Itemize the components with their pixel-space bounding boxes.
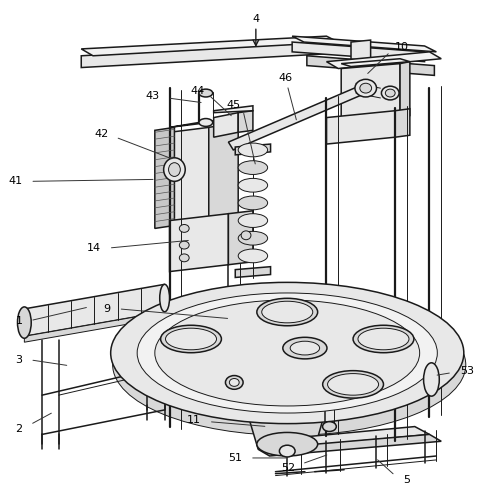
Polygon shape (24, 312, 164, 342)
Text: 43: 43 (146, 91, 160, 101)
Polygon shape (209, 122, 238, 220)
Ellipse shape (355, 80, 377, 97)
Ellipse shape (169, 162, 180, 176)
Polygon shape (258, 434, 441, 456)
Ellipse shape (229, 378, 239, 386)
Polygon shape (326, 366, 436, 412)
Ellipse shape (238, 249, 268, 263)
Ellipse shape (161, 326, 221, 352)
Polygon shape (326, 110, 395, 144)
Ellipse shape (238, 232, 268, 245)
Ellipse shape (155, 300, 420, 406)
Ellipse shape (199, 89, 213, 97)
Ellipse shape (262, 301, 313, 323)
Ellipse shape (241, 231, 251, 239)
Ellipse shape (179, 254, 189, 262)
Ellipse shape (381, 86, 399, 100)
Polygon shape (228, 211, 253, 264)
Ellipse shape (238, 143, 268, 157)
Polygon shape (235, 266, 271, 278)
Ellipse shape (257, 298, 318, 326)
Ellipse shape (280, 445, 295, 457)
Ellipse shape (163, 158, 185, 182)
Text: 46: 46 (278, 74, 293, 84)
Ellipse shape (290, 341, 320, 355)
Text: 4: 4 (252, 14, 260, 24)
Ellipse shape (238, 160, 268, 174)
Ellipse shape (424, 363, 439, 396)
Polygon shape (307, 56, 435, 76)
Text: 41: 41 (8, 176, 22, 186)
Ellipse shape (238, 214, 268, 228)
Text: 10: 10 (395, 42, 409, 52)
Polygon shape (258, 426, 429, 449)
Ellipse shape (179, 224, 189, 232)
Polygon shape (24, 284, 164, 337)
Polygon shape (238, 372, 337, 448)
Ellipse shape (257, 432, 318, 456)
Polygon shape (341, 64, 400, 122)
Text: 11: 11 (187, 414, 201, 424)
Polygon shape (400, 62, 410, 118)
Polygon shape (228, 83, 370, 150)
Text: 42: 42 (95, 130, 109, 140)
Text: 44: 44 (191, 86, 205, 96)
Polygon shape (292, 36, 436, 52)
Ellipse shape (283, 338, 327, 359)
Ellipse shape (385, 89, 395, 97)
Ellipse shape (199, 118, 213, 126)
Text: 45: 45 (226, 100, 240, 110)
Polygon shape (214, 112, 238, 137)
Ellipse shape (160, 284, 170, 312)
Polygon shape (170, 128, 209, 226)
Ellipse shape (226, 376, 243, 390)
Text: 5: 5 (403, 474, 410, 484)
Ellipse shape (358, 328, 409, 350)
Polygon shape (238, 110, 253, 132)
Ellipse shape (179, 241, 189, 249)
Polygon shape (395, 108, 410, 137)
Ellipse shape (113, 294, 466, 436)
Ellipse shape (238, 178, 268, 192)
Ellipse shape (323, 422, 337, 432)
Polygon shape (170, 118, 238, 128)
Ellipse shape (18, 307, 31, 338)
Text: 3: 3 (15, 355, 22, 365)
Ellipse shape (165, 328, 217, 350)
Ellipse shape (353, 326, 414, 352)
Polygon shape (341, 58, 410, 66)
Polygon shape (81, 36, 338, 56)
Ellipse shape (137, 293, 437, 413)
Polygon shape (81, 42, 326, 68)
Polygon shape (235, 144, 271, 155)
Ellipse shape (323, 370, 383, 398)
Polygon shape (170, 214, 228, 272)
Text: 14: 14 (87, 243, 101, 253)
Text: 1: 1 (15, 316, 22, 326)
Ellipse shape (327, 374, 379, 395)
Ellipse shape (238, 196, 268, 210)
Text: 2: 2 (15, 424, 22, 434)
Polygon shape (326, 358, 441, 386)
Ellipse shape (360, 83, 371, 93)
Polygon shape (351, 40, 370, 90)
Text: 53: 53 (460, 366, 474, 376)
Polygon shape (214, 106, 253, 112)
Text: 51: 51 (228, 453, 242, 463)
Text: 9: 9 (104, 304, 111, 314)
Text: 52: 52 (281, 463, 295, 473)
Polygon shape (155, 128, 174, 228)
Ellipse shape (111, 282, 464, 424)
Polygon shape (326, 52, 441, 68)
Polygon shape (292, 42, 424, 62)
